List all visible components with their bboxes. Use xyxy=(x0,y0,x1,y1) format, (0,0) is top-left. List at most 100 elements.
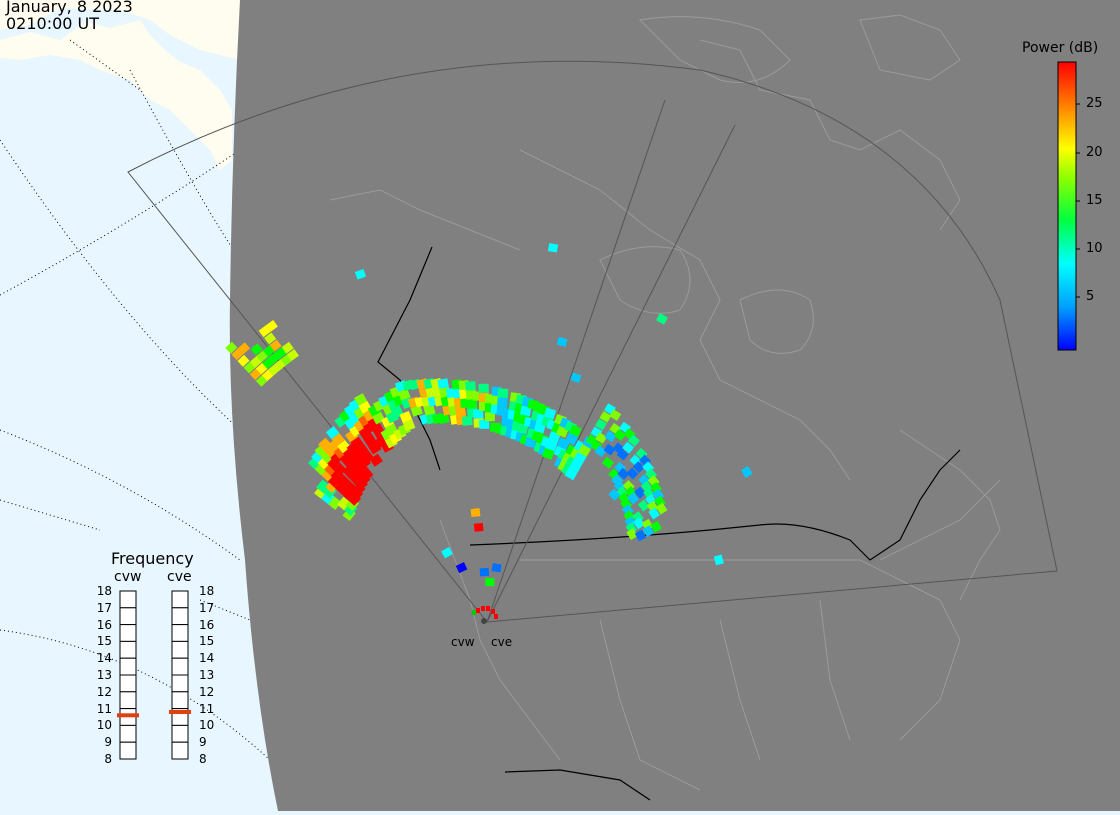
frequency-gauge-cell xyxy=(119,691,137,710)
backscatter-cell xyxy=(359,467,374,482)
backscatter-cell xyxy=(454,406,466,417)
field-of-view xyxy=(127,60,1058,623)
frequency-label-west: cvw xyxy=(114,569,142,585)
backscatter-cell xyxy=(648,507,660,520)
political-borders xyxy=(377,246,961,801)
backscatter-cell xyxy=(626,528,638,541)
backscatter-cell xyxy=(634,529,647,542)
frequency-gauge-cell xyxy=(171,607,189,626)
backscatter-cell xyxy=(325,425,340,440)
backscatter-cell xyxy=(497,397,508,407)
backscatter-cell xyxy=(473,409,484,419)
backscatter-cell xyxy=(547,243,559,253)
backscatter-cell xyxy=(231,348,244,361)
alaska-land-top xyxy=(0,0,240,60)
frequency-axis-label: 17 xyxy=(199,600,215,615)
backscatter-cell xyxy=(258,325,271,338)
backscatter-cell xyxy=(655,502,668,515)
backscatter-cell xyxy=(336,474,351,489)
backscatter-cell xyxy=(608,488,621,501)
backscatter-cell xyxy=(402,419,416,432)
radar-label-west: cvw xyxy=(451,635,475,649)
frequency-gauge-cell xyxy=(171,741,189,760)
backscatter-cell xyxy=(642,525,654,537)
backscatter-cell xyxy=(573,451,587,465)
backscatter-cell xyxy=(331,432,345,447)
frequency-axis-label: 14 xyxy=(199,651,215,666)
radar-sites xyxy=(472,606,498,624)
backscatter-cell xyxy=(633,517,645,530)
backscatter-cell xyxy=(594,445,607,458)
backscatter-cell xyxy=(369,453,383,467)
frequency-label-east: cve xyxy=(167,569,192,585)
backscatter-cell xyxy=(461,415,473,426)
frequency-gauge-cell xyxy=(119,741,137,760)
backscatter-cell xyxy=(497,388,509,399)
frequency-title: Frequency xyxy=(111,549,194,568)
frequency-gauge-cell xyxy=(171,590,189,609)
frequency-axis-label: 9 xyxy=(199,735,207,750)
backscatter-cell xyxy=(564,467,578,481)
backscatter-cell xyxy=(337,439,351,454)
backscatter-cell xyxy=(603,443,616,456)
frequency-gauge-cell xyxy=(119,674,137,693)
frequency-gauge-cell xyxy=(171,691,189,710)
frequency-axis-label: 15 xyxy=(199,634,215,649)
colorbar-tick-label: 25 xyxy=(1086,96,1103,111)
frequency-gauge-cell xyxy=(119,724,137,743)
backscatter-cell xyxy=(609,409,622,421)
backscatter-cell xyxy=(237,342,251,355)
backscatter-cell xyxy=(478,383,489,393)
backscatter-cell xyxy=(613,429,626,441)
backscatter-cell xyxy=(637,499,650,512)
backscatter-cell xyxy=(423,404,436,416)
backscatter-cell xyxy=(545,439,558,452)
frequency-axis-label: 16 xyxy=(96,617,112,632)
night-shade xyxy=(229,0,1120,811)
backscatter-cell xyxy=(741,466,753,478)
frequency-axis-label: 18 xyxy=(96,584,112,598)
backscatter-cell xyxy=(485,577,495,587)
backscatter-cell xyxy=(650,520,662,533)
frequency-gauge-cell xyxy=(171,674,189,693)
backscatter-cell xyxy=(333,463,347,477)
colorbar-title: Power (dB) xyxy=(1022,40,1099,56)
backscatter-cell xyxy=(264,332,277,345)
backscatter-cell xyxy=(265,320,278,332)
backscatter-cell xyxy=(577,444,592,457)
frequency-axis-label: 8 xyxy=(104,752,112,766)
backscatter-cell xyxy=(410,404,423,417)
backscatter-cell xyxy=(479,419,490,429)
backscatter-cells xyxy=(225,243,753,587)
backscatter-cell xyxy=(337,496,351,511)
frequency-gauge-cell xyxy=(171,624,189,642)
frequency-axis-label: 14 xyxy=(96,651,112,666)
frequency-gauge-cell xyxy=(171,724,189,743)
backscatter-cell xyxy=(570,372,582,383)
radar-label-east: cve xyxy=(491,635,513,649)
frequency-marker-east xyxy=(169,710,191,714)
backscatter-cell xyxy=(569,459,583,473)
backscatter-cell xyxy=(473,523,484,532)
frequency-gauge-cell xyxy=(119,657,137,676)
frequency-axis-label: 18 xyxy=(199,584,215,598)
frequency-axis-label: 15 xyxy=(96,634,112,649)
backscatter-cell xyxy=(343,481,357,495)
backscatter-cell xyxy=(281,341,294,354)
backscatter-cell xyxy=(617,467,630,480)
backscatter-cell xyxy=(601,456,614,469)
backscatter-cell xyxy=(316,479,330,494)
backscatter-cell xyxy=(568,424,582,437)
backscatter-cell xyxy=(237,354,250,367)
backscatter-cell xyxy=(470,508,481,518)
backscatter-cell xyxy=(634,486,646,499)
backscatter-cell xyxy=(543,407,557,420)
frequency-axis-label: 13 xyxy=(199,668,215,682)
alaska-land xyxy=(0,20,232,170)
frequency-axis-label: 13 xyxy=(96,668,112,682)
backscatter-cell xyxy=(632,461,645,474)
frequency-axis-label: 10 xyxy=(96,718,112,733)
backscatter-cell xyxy=(627,492,640,505)
colorbar-tick-label: 15 xyxy=(1086,193,1103,208)
backscatter-cell xyxy=(360,451,375,465)
